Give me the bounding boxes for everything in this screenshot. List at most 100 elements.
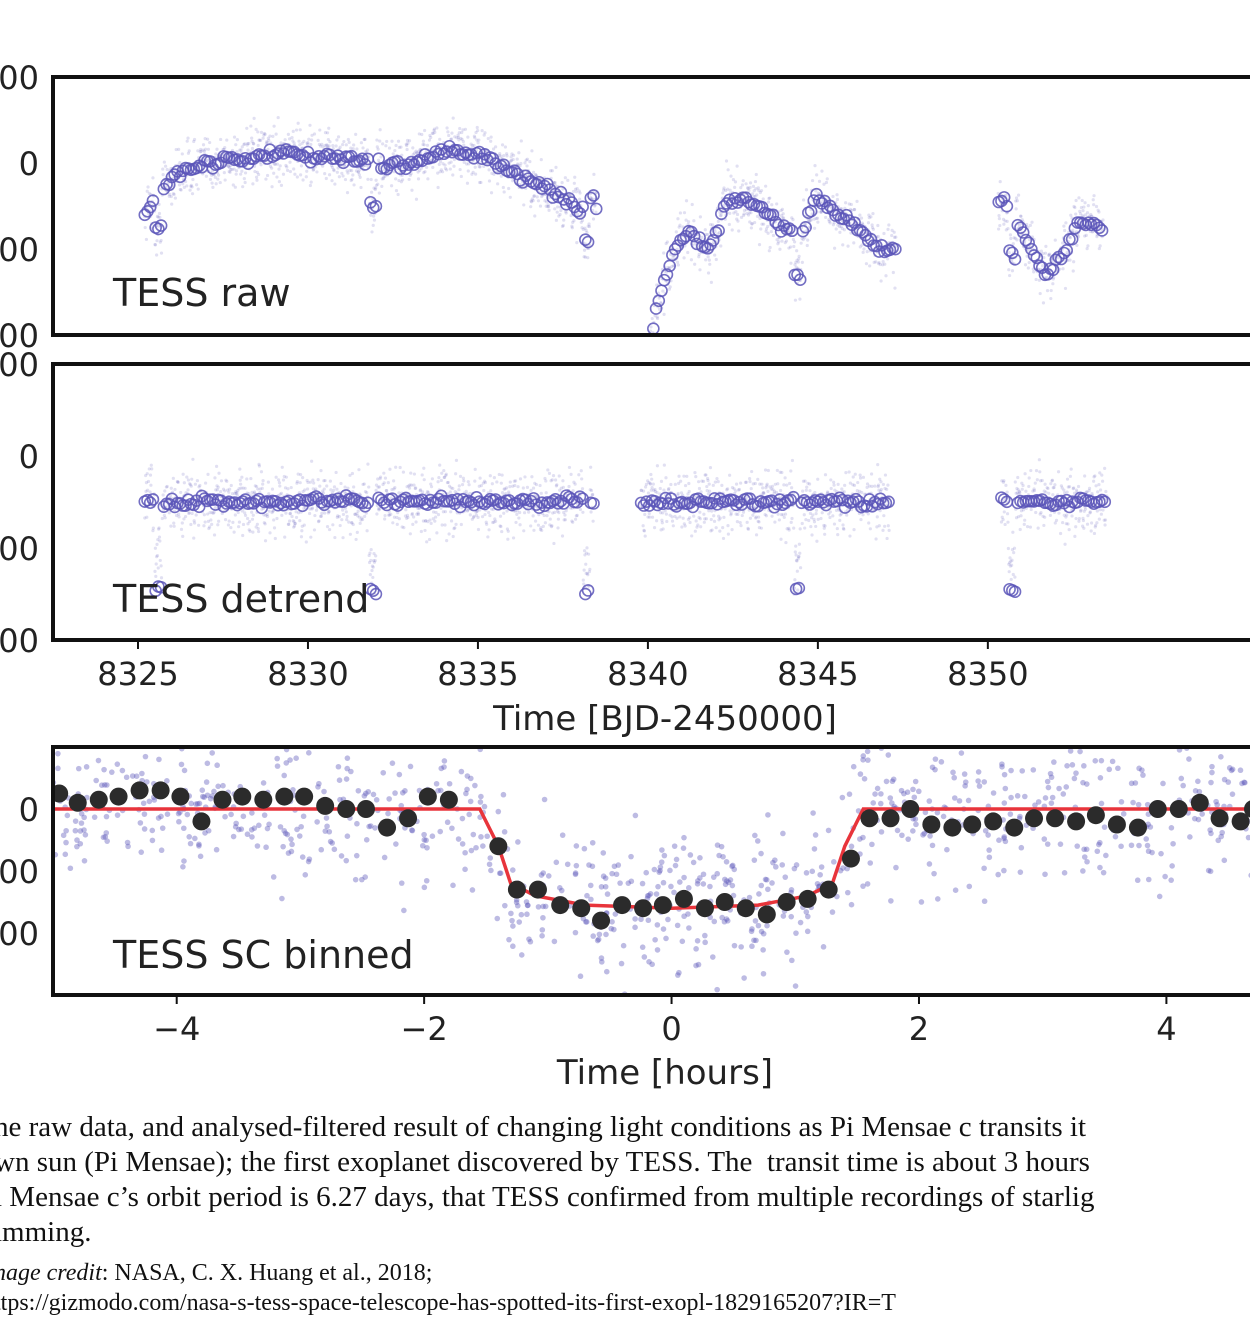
detrend-faint-point — [1008, 556, 1012, 560]
raw-faint-point — [299, 164, 304, 168]
raw-faint-point — [496, 182, 500, 186]
detrend-faint-point — [370, 568, 374, 573]
detrend-faint-point — [754, 515, 758, 519]
unbinned-point — [1081, 846, 1087, 853]
detrend-faint-point — [546, 468, 550, 472]
raw-faint-point — [562, 218, 566, 222]
detrend-faint-point — [214, 488, 218, 492]
detrend-faint-point — [432, 510, 436, 514]
raw-faint-point — [877, 260, 881, 265]
unbinned-point — [1180, 782, 1186, 789]
detrend-faint-point — [1093, 474, 1097, 478]
detrend-faint-point — [712, 519, 717, 523]
raw-faint-point — [865, 249, 869, 254]
unbinned-point — [362, 874, 368, 880]
detrend-faint-point — [325, 524, 330, 529]
detrend-faint-point — [374, 483, 379, 487]
detrend-faint-point — [513, 483, 517, 488]
detrend-faint-point — [443, 475, 447, 479]
raw-faint-point — [791, 218, 795, 222]
detrend-faint-point — [417, 506, 421, 511]
raw-faint-point — [640, 367, 643, 370]
unbinned-point — [421, 884, 428, 891]
detrend-faint-point — [1009, 559, 1013, 563]
raw-faint-point — [815, 216, 820, 220]
detrend-faint-point — [1103, 523, 1107, 527]
detrend-faint-point — [492, 520, 496, 524]
detrend-faint-point — [763, 512, 767, 517]
detrend-faint-point — [434, 515, 438, 519]
detrend-faint-point — [188, 483, 193, 487]
unbinned-point — [327, 838, 334, 845]
raw-faint-point — [399, 180, 403, 184]
unbinned-point — [1147, 824, 1154, 830]
detrend-faint-point — [316, 478, 320, 482]
raw-faint-point — [159, 238, 163, 243]
unbinned-point — [595, 936, 602, 943]
raw-faint-point — [272, 162, 277, 166]
raw-faint-point — [766, 200, 771, 204]
raw-faint-point — [321, 164, 325, 168]
detrend-faint-point — [718, 516, 722, 520]
raw-faint-point — [706, 232, 710, 237]
raw-binned-point — [309, 152, 323, 166]
detrend-faint-point — [650, 515, 655, 519]
detrend-faint-point — [516, 485, 520, 489]
raw-faint-point — [161, 173, 165, 177]
detrend-binned-point — [361, 496, 375, 510]
raw-faint-point — [503, 145, 507, 149]
raw-faint-point — [674, 230, 678, 234]
raw-faint-point — [404, 142, 408, 146]
detrend-faint-point — [1021, 483, 1025, 488]
detrend-faint-point — [1059, 484, 1064, 488]
unbinned-point — [429, 833, 436, 839]
raw-faint-point — [756, 186, 760, 190]
detrend-faint-point — [357, 468, 361, 472]
raw-binned-point — [766, 208, 780, 222]
raw-faint-point — [655, 316, 660, 321]
detrend-faint-point — [867, 484, 872, 488]
detrend-faint-point — [760, 482, 764, 486]
detrend-faint-point — [708, 489, 712, 493]
raw-faint-point — [226, 164, 230, 168]
unbinned-point — [399, 789, 406, 796]
raw-faint-point — [573, 187, 578, 191]
raw-faint-point — [170, 202, 174, 206]
detrend-faint-point — [451, 486, 455, 491]
raw-faint-point — [998, 180, 1002, 184]
raw-binned-point — [260, 152, 274, 165]
detrend-faint-point — [655, 490, 659, 495]
detrend-faint-point — [186, 488, 190, 492]
detrend-faint-point — [210, 522, 214, 526]
detrend-faint-point — [549, 479, 553, 483]
detrend-faint-point — [161, 493, 165, 497]
raw-faint-point — [686, 250, 690, 255]
unbinned-point — [545, 873, 552, 879]
detrend-faint-point — [168, 494, 173, 498]
raw-faint-point — [251, 141, 255, 146]
raw-faint-point — [784, 239, 789, 243]
raw-faint-point — [708, 262, 712, 266]
detrend-faint-point — [276, 478, 281, 482]
detrend-faint-point — [144, 489, 148, 493]
raw-faint-point — [1002, 222, 1006, 226]
raw-faint-point — [757, 188, 761, 193]
detrend-faint-point — [241, 522, 246, 527]
raw-faint-point — [370, 230, 374, 234]
detrend-faint-point — [185, 475, 189, 479]
detrend-faint-point — [395, 522, 399, 526]
raw-faint-point — [216, 177, 220, 181]
raw-faint-point — [509, 159, 513, 163]
x-tick-label: 8335 — [437, 655, 518, 693]
raw-faint-point — [440, 170, 445, 174]
detrend-faint-point — [591, 492, 595, 497]
detrend-faint-point — [1102, 518, 1106, 522]
raw-faint-point — [238, 148, 242, 152]
detrend-faint-point — [1038, 470, 1042, 474]
raw-faint-point — [1081, 209, 1085, 213]
detrend-faint-point — [376, 477, 380, 481]
raw-faint-point — [1073, 205, 1077, 210]
detrend-faint-point — [246, 522, 250, 526]
detrend-faint-point — [272, 518, 276, 522]
detrend-faint-point — [336, 514, 340, 518]
